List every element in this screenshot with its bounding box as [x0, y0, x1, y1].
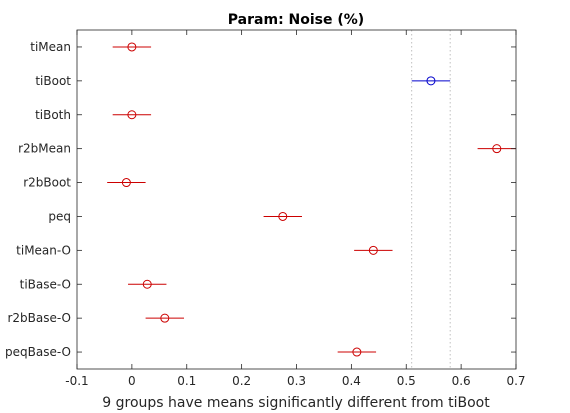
mean-marker-r2bBoot: [121, 178, 131, 188]
y-tick-label-r2bBoot: r2bBoot: [23, 176, 71, 190]
chart-title: Param: Noise (%): [228, 12, 364, 28]
x-tick-label--0.1: -0.1: [65, 374, 88, 388]
mean-marker-tiMean: [127, 42, 137, 52]
mean-marker-tiMean-O: [368, 245, 378, 255]
reference-interval-lines: [411, 30, 451, 369]
mean-marker-tiBoot: [426, 76, 436, 86]
x-tick-label-0.1: 0.1: [177, 374, 196, 388]
y-tick-label-tiBoth: tiBoth: [35, 108, 71, 122]
mean-marker-r2bMean: [492, 144, 502, 154]
x-tick-label-0.4: 0.4: [342, 374, 361, 388]
y-tick-label-peq: peq: [48, 209, 71, 223]
y-tick-label-tiBoot: tiBoot: [35, 74, 71, 88]
interval-marks: [107, 42, 516, 357]
mean-marker-peqBase-O: [352, 347, 362, 357]
y-tick-label-tiBase-O: tiBase-O: [20, 277, 71, 291]
x-tick-label-0.6: 0.6: [452, 374, 471, 388]
mean-marker-tiBoth: [127, 110, 137, 120]
y-tick-label-peqBase-O: peqBase-O: [5, 345, 71, 359]
y-tick-labels: tiMean tiBoot tiBoth r2bMean r2bBoot peq tiMea…: [5, 40, 516, 359]
x-tick-label-0: 0: [128, 374, 136, 388]
y-tick-label-r2bBase-O: r2bBase-O: [7, 311, 71, 325]
mean-marker-r2bBase-O: [160, 313, 170, 323]
y-tick-label-r2bMean: r2bMean: [18, 142, 71, 156]
x-tick-label-0.3: 0.3: [287, 374, 306, 388]
x-axis-label: 9 groups have means significantly differ…: [102, 395, 490, 411]
y-tick-label-tiMean-O: tiMean-O: [16, 243, 71, 257]
x-tick-label-0.7: 0.7: [506, 374, 525, 388]
x-tick-label-0.2: 0.2: [232, 374, 251, 388]
y-tick-label-tiMean: tiMean: [30, 40, 71, 54]
mean-marker-peq: [278, 211, 288, 221]
x-axis-ticks: -0.1 0 0.1 0.2 0.3 0.4 0.5 0.6 0.7: [65, 30, 526, 388]
x-tick-label-0.5: 0.5: [397, 374, 416, 388]
mean-marker-tiBase-O: [142, 279, 152, 289]
